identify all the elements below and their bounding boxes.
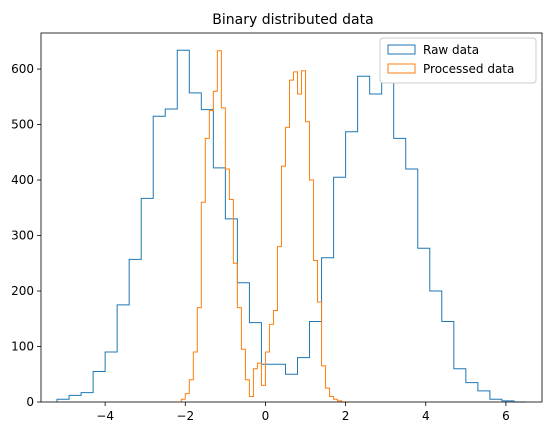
series-2-step-outline bbox=[180, 50, 350, 403]
y-axis: 0 100 200 300 400 500 600 bbox=[11, 62, 41, 409]
plot-area bbox=[56, 49, 526, 403]
y-tick-label: 400 bbox=[11, 173, 34, 187]
legend-swatch-1 bbox=[387, 44, 416, 55]
legend-label-1: Raw data bbox=[423, 43, 479, 57]
series-1-step-outline bbox=[56, 49, 526, 403]
legend: Raw data Processed data bbox=[379, 37, 537, 84]
x-axis: −4 −2 0 2 4 6 bbox=[96, 402, 510, 423]
legend-swatch-2 bbox=[387, 63, 416, 74]
x-tick-label: 6 bbox=[502, 409, 510, 423]
x-tick-label: 2 bbox=[342, 409, 350, 423]
plot-frame bbox=[40, 32, 543, 403]
x-tick-label: −4 bbox=[96, 409, 114, 423]
y-tick-label: 100 bbox=[11, 340, 34, 354]
y-tick-label: 0 bbox=[26, 395, 34, 409]
y-tick-label: 500 bbox=[11, 118, 34, 132]
y-tick-label: 200 bbox=[11, 284, 34, 298]
legend-box bbox=[379, 37, 537, 84]
chart-title: Binary distributed data bbox=[212, 12, 373, 28]
x-tick-label: 4 bbox=[422, 409, 430, 423]
x-tick-label: 0 bbox=[262, 409, 270, 423]
legend-label-2: Processed data bbox=[423, 62, 514, 76]
y-tick-label: 300 bbox=[11, 229, 34, 243]
x-tick-label: −2 bbox=[176, 409, 194, 423]
y-tick-label: 600 bbox=[11, 62, 34, 76]
